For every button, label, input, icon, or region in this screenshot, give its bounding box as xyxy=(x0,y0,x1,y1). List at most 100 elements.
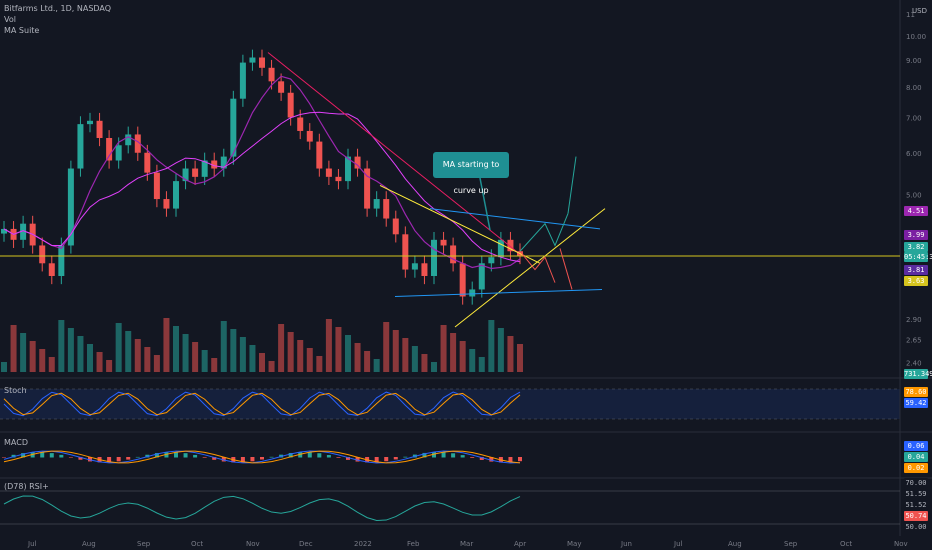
x-tick-label: Oct xyxy=(191,540,203,548)
volume-bar xyxy=(182,334,189,372)
volume-bar xyxy=(153,355,160,372)
volume-bar xyxy=(459,341,466,372)
volume-bar xyxy=(20,333,27,372)
macd-histogram-bar xyxy=(460,455,465,458)
candle-body xyxy=(478,263,485,290)
stoch-legend: Stoch xyxy=(4,386,27,395)
volume-bar xyxy=(77,336,84,372)
macd-histogram-bar xyxy=(441,452,446,458)
macd-histogram-bar xyxy=(212,457,217,460)
candle-body xyxy=(278,81,285,93)
volume-bar xyxy=(29,341,36,372)
candle-body xyxy=(440,239,447,246)
x-tick-label: Jun xyxy=(620,540,632,548)
candle-body xyxy=(373,199,380,209)
price-tag: 4.51 xyxy=(904,206,928,216)
volume-bar xyxy=(220,321,227,372)
bullish-path-arrow xyxy=(519,213,569,252)
price-tag: 3.99 xyxy=(904,230,928,240)
candle-body xyxy=(201,160,208,177)
volume-bar xyxy=(1,362,7,372)
bearish-path-arrow xyxy=(519,250,556,283)
macd-histogram-bar xyxy=(326,455,331,458)
bearish-target-arrow xyxy=(559,248,573,290)
candle-body xyxy=(87,120,93,125)
candle-body xyxy=(173,181,179,209)
volume-bar xyxy=(488,320,495,372)
lower-wedge-line xyxy=(454,208,606,328)
stoch-k-line xyxy=(3,391,521,417)
volume-tag: 731.349K xyxy=(904,369,932,379)
x-tick-label: Jul xyxy=(27,540,37,548)
macd-histogram-bar xyxy=(21,453,26,458)
macd-histogram-bar xyxy=(451,453,456,458)
macd-histogram-bar xyxy=(489,457,494,462)
x-tick-label: Sep xyxy=(784,540,798,548)
y-tick-label: 2.65 xyxy=(906,337,922,345)
macd-histogram-bar xyxy=(174,452,178,458)
rsi-tag: 51.59 xyxy=(904,489,928,499)
volume-bar xyxy=(306,348,313,372)
volume-bar xyxy=(39,349,46,372)
candle-body xyxy=(77,124,84,169)
volume-bar xyxy=(134,339,141,372)
candle-body xyxy=(335,176,342,182)
resistance-line xyxy=(429,208,601,230)
macd-histogram-bar xyxy=(307,452,312,458)
candle-body xyxy=(163,199,170,209)
macd-histogram-bar xyxy=(317,453,322,458)
candle-body xyxy=(497,239,504,258)
volume-bar xyxy=(268,361,275,372)
candle-body xyxy=(268,67,275,82)
rsi-line xyxy=(3,495,521,521)
volume-bar xyxy=(48,357,55,372)
volume-bar xyxy=(469,349,476,372)
macd-histogram-bar xyxy=(384,457,389,462)
symbol-legend: Bitfarms Ltd., 1D, NASDAQ xyxy=(4,4,112,13)
candle-body xyxy=(431,239,437,276)
x-tick-label: Mar xyxy=(460,540,473,548)
volume-bar xyxy=(192,342,199,372)
macd-histogram-bar xyxy=(260,457,264,460)
candle-body xyxy=(192,168,199,177)
macd-histogram-bar xyxy=(240,457,245,463)
x-tick-label: Oct xyxy=(840,540,852,548)
candle-body xyxy=(182,168,189,182)
volume-bar xyxy=(173,326,179,372)
volume-bar xyxy=(354,343,361,372)
volume-bar xyxy=(440,325,447,372)
candle-body xyxy=(383,199,390,219)
volume-bar xyxy=(345,335,351,372)
volume-bar xyxy=(163,318,170,372)
candle-body xyxy=(316,141,323,169)
volume-bar xyxy=(316,356,323,372)
volume-bar xyxy=(373,359,380,372)
macd-histogram-bar xyxy=(269,456,274,458)
volume-bar xyxy=(335,327,342,372)
macd-histogram-bar xyxy=(508,457,513,463)
macd-histogram-bar xyxy=(126,457,131,460)
macd-histogram-bar xyxy=(346,457,350,460)
candle-body xyxy=(287,92,294,118)
ma-legend: MA Suite xyxy=(4,26,40,35)
macd-line xyxy=(3,450,521,464)
volume-bar xyxy=(87,344,93,372)
volume-bar xyxy=(383,322,390,372)
candle-body xyxy=(421,263,428,276)
volume-bar xyxy=(201,350,208,372)
candle-body xyxy=(230,98,237,157)
macd-histogram-bar xyxy=(221,457,226,462)
candle-body xyxy=(507,239,514,252)
candle-body xyxy=(153,172,160,200)
y-tick-label: 5.00 xyxy=(906,191,922,199)
last-price-tag: 3.82 xyxy=(904,242,928,252)
candle-body xyxy=(345,156,351,182)
candle-body xyxy=(48,263,55,276)
currency-label: USD xyxy=(912,7,927,15)
candle-body xyxy=(297,117,304,131)
macd-histogram-bar xyxy=(193,454,198,458)
volume-bar xyxy=(517,344,523,372)
candle-body xyxy=(306,130,313,142)
candle-body xyxy=(125,134,132,146)
